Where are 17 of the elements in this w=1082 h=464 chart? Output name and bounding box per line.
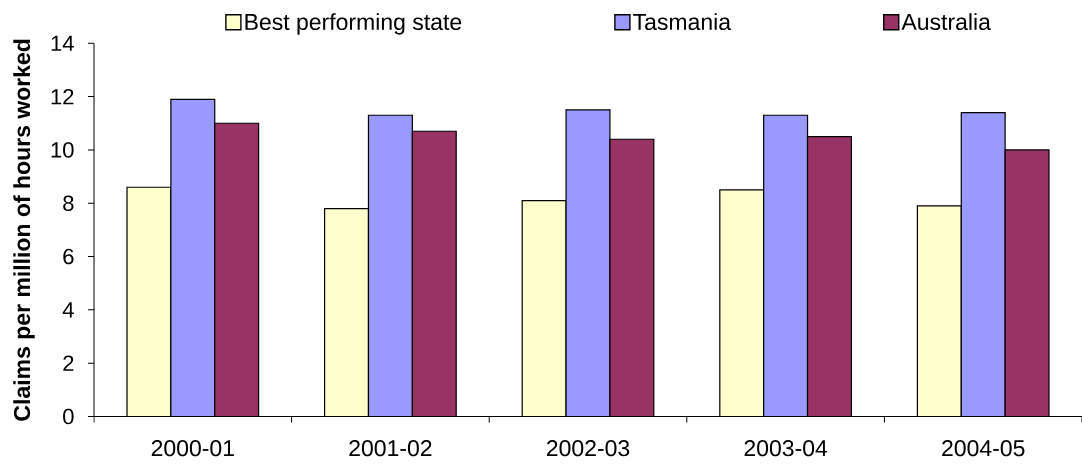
y-tick-label: 2 <box>63 355 74 371</box>
y-tick-label: 0 <box>63 408 74 425</box>
x-tick-label: 2002-03 <box>546 440 630 457</box>
y-tick-label: 8 <box>63 195 74 212</box>
y-axis-title: Claims per million of hours worked <box>13 39 35 421</box>
legend-label: Tasmania <box>633 13 732 31</box>
legend-label: Australia <box>901 13 991 31</box>
y-tick-label: 10 <box>51 142 74 158</box>
y-tick-label: 12 <box>51 88 74 105</box>
x-tick-label: 2003-04 <box>744 440 828 457</box>
y-tick-label: 14 <box>51 35 74 51</box>
x-tick-label: 2000-01 <box>151 440 234 457</box>
x-tick-label: 2001-02 <box>349 440 432 457</box>
y-tick-label: 6 <box>63 248 74 265</box>
legend-label: Best performing state <box>245 13 462 35</box>
y-tick-label: 4 <box>62 302 74 318</box>
x-tick-label: 2004-05 <box>942 440 1025 457</box>
